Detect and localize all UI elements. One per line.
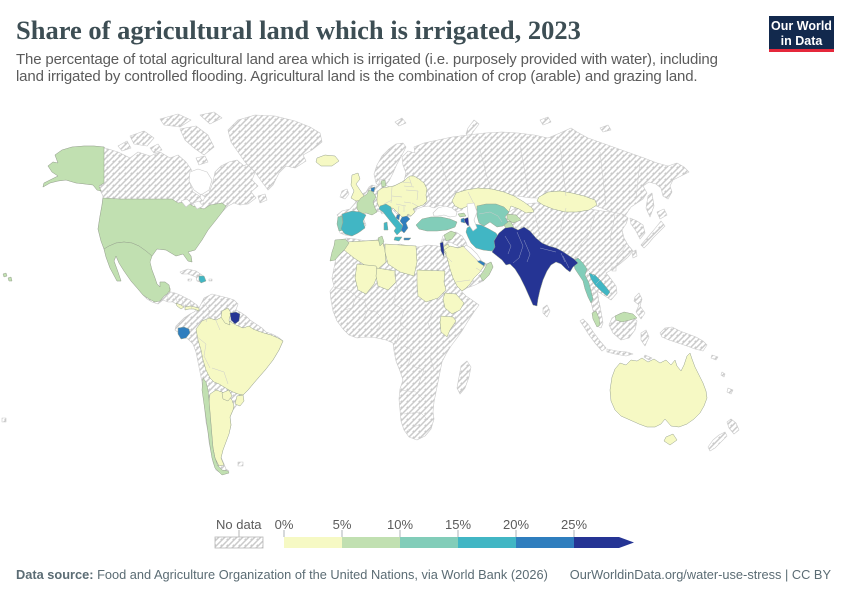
svg-text:0%: 0% — [275, 517, 294, 532]
svg-text:10%: 10% — [387, 517, 413, 532]
svg-text:25%: 25% — [561, 517, 587, 532]
svg-text:20%: 20% — [503, 517, 529, 532]
svg-text:15%: 15% — [445, 517, 471, 532]
svg-text:No data: No data — [216, 517, 262, 532]
svg-text:5%: 5% — [333, 517, 352, 532]
